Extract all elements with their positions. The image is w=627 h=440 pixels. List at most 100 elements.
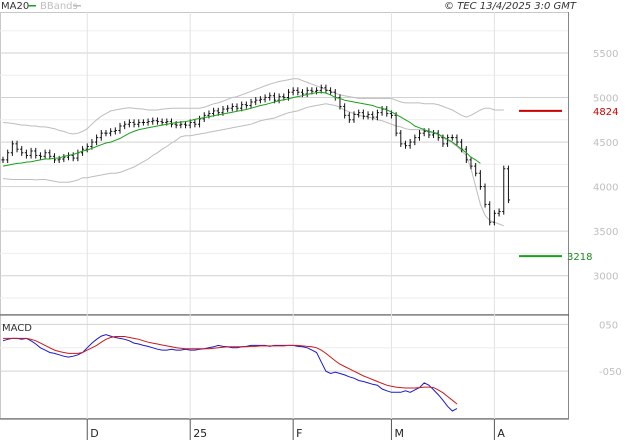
- macd-panel-title: MACD: [2, 323, 32, 334]
- price-bar: [258, 96, 262, 104]
- price-bar: [296, 87, 300, 96]
- price-bar: [464, 146, 468, 163]
- price-bar: [48, 149, 52, 160]
- price-bar: [361, 109, 365, 120]
- price-bar: [212, 107, 216, 117]
- copyright-label: © TEC 13/4/2025 3:0 GMT: [444, 1, 577, 12]
- price-bar: [403, 140, 408, 149]
- price-bar: [385, 105, 389, 117]
- price-bar: [474, 163, 478, 177]
- y-tick-label: 3000: [593, 272, 618, 283]
- price-bar: [291, 87, 295, 96]
- price-bar: [333, 89, 337, 101]
- price-bar: [38, 152, 43, 160]
- legend-ma20-swatch: [28, 5, 36, 7]
- y-tick-label: 5000: [593, 94, 618, 105]
- price-bar: [230, 103, 234, 112]
- price-bar: [399, 130, 403, 147]
- price-panel-frame: [0, 12, 569, 315]
- price-bar: [193, 119, 197, 128]
- price-grid: [0, 12, 568, 419]
- macd-axis-tick-labels: 050 -050: [599, 320, 622, 378]
- price-bar: [71, 152, 75, 162]
- price-bar: [338, 94, 342, 110]
- price-bar: [104, 130, 108, 137]
- price-bar: [118, 122, 122, 134]
- price-bar: [6, 149, 10, 163]
- price-bar: [329, 87, 333, 96]
- price-bar: [347, 112, 351, 123]
- price-bar: [95, 134, 99, 146]
- price-bar: [34, 147, 38, 159]
- price-bar: [155, 117, 160, 125]
- price-bar: [446, 134, 450, 147]
- price-bar: [268, 92, 272, 101]
- price-bar: [366, 111, 370, 120]
- price-bar: [24, 149, 28, 159]
- price-bar: [492, 210, 496, 226]
- price-bar: [113, 127, 117, 135]
- price-bar: [314, 87, 319, 95]
- price-bar: [43, 149, 47, 160]
- price-bars: [1, 84, 511, 226]
- price-bar: [469, 156, 473, 170]
- price-bar: [20, 146, 24, 156]
- legend-ma20: MA20: [1, 1, 29, 12]
- price-bar: [127, 119, 131, 128]
- price-bar: [497, 208, 501, 217]
- price-bar: [197, 115, 202, 128]
- price-bar: [15, 140, 19, 153]
- price-bar: [305, 87, 309, 98]
- legend-bbands: BBands: [40, 1, 78, 12]
- price-bar: [343, 103, 347, 119]
- price-bar: [146, 118, 150, 126]
- price-bar: [450, 134, 454, 141]
- price-bar: [76, 149, 80, 162]
- price-bar: [277, 93, 281, 104]
- price-bar: [66, 152, 71, 161]
- macd-tick-label: -050: [599, 367, 622, 378]
- level-markers: 4824 3218: [519, 107, 618, 263]
- price-bar: [483, 183, 487, 208]
- macd-panel-frame: [0, 314, 569, 419]
- y-tick-label: 4500: [593, 138, 618, 149]
- price-bar: [62, 154, 66, 163]
- price-bar: [506, 165, 511, 204]
- price-bar: [408, 138, 412, 149]
- price-bar: [249, 98, 253, 109]
- price-bar: [10, 140, 14, 156]
- x-tick-label: M: [394, 427, 404, 440]
- price-bar: [413, 134, 417, 146]
- price-bar: [380, 105, 384, 116]
- level-label: 4824: [593, 107, 618, 118]
- price-bar: [254, 97, 258, 106]
- price-bar: [324, 84, 328, 94]
- level-label: 3218: [567, 252, 592, 263]
- y-tick-label: 5500: [593, 49, 618, 60]
- y-axis-tick-labels: 3000 3500 4000 4500 5000 5500: [593, 49, 618, 283]
- price-bar: [394, 112, 398, 137]
- price-bar: [235, 103, 239, 112]
- price-bar: [357, 109, 361, 118]
- price-bar: [371, 111, 375, 121]
- price-bar: [123, 121, 127, 130]
- x-tick-label: F: [296, 427, 302, 440]
- price-bar: [352, 111, 356, 123]
- price-bar: [455, 134, 459, 146]
- legend-bbands-swatch: [73, 5, 81, 7]
- macd-tick-label: 050: [599, 320, 618, 331]
- x-tick-label: 25: [193, 427, 207, 440]
- x-tick-label: A: [497, 427, 505, 440]
- y-tick-label: 4000: [593, 183, 618, 194]
- price-bar: [226, 105, 230, 113]
- x-tick-label: D: [90, 427, 98, 440]
- price-bar: [1, 156, 5, 163]
- price-bar: [109, 128, 113, 137]
- price-bar: [478, 170, 482, 190]
- price-bar: [375, 109, 379, 121]
- price-bar: [240, 101, 244, 112]
- price-bar: [57, 155, 61, 163]
- macd-signal-line: [3, 336, 458, 405]
- price-bar: [488, 201, 492, 226]
